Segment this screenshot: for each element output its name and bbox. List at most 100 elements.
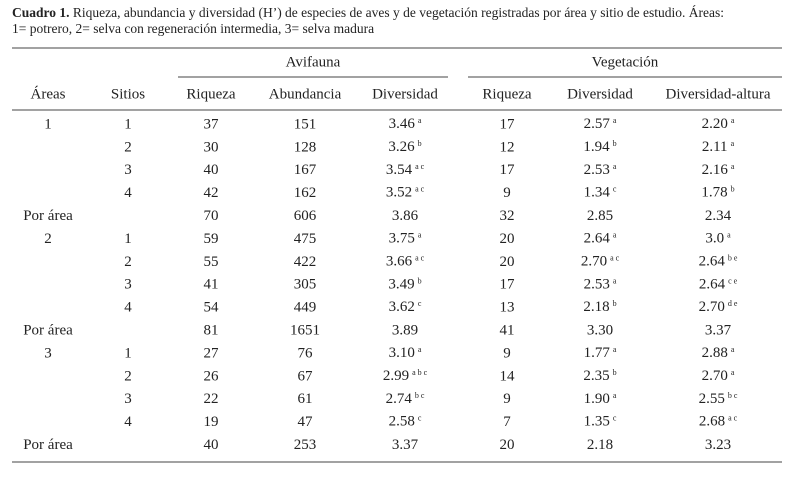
- cell: 55: [204, 254, 219, 270]
- cell-value: 3.49: [388, 277, 414, 293]
- cell-value: 2.55: [699, 391, 725, 407]
- cell-superscript: a c: [415, 253, 425, 262]
- cell: 2.64 a: [584, 230, 617, 247]
- cell-superscript: a: [613, 116, 617, 125]
- cell-value: 3.26: [388, 139, 415, 155]
- cell-value: 1.34: [584, 185, 611, 201]
- cell: 7: [503, 414, 511, 430]
- cell: 3.75 a: [389, 230, 422, 247]
- cell: 2.55 b c: [699, 391, 738, 408]
- column-header: Sitios: [111, 86, 145, 102]
- cell-value: 2.99: [383, 368, 409, 384]
- caption-text: Riqueza, abundancia y diversidad (H’) de…: [73, 5, 724, 20]
- cell: 13: [500, 300, 515, 316]
- cell-value: 3.0: [705, 231, 724, 247]
- cell-value: 2.18: [583, 300, 609, 316]
- cell-superscript: a: [613, 345, 617, 354]
- cell: 2.85: [587, 208, 613, 224]
- cell: 1: [124, 345, 132, 361]
- cell: 2.64 c e: [699, 276, 738, 293]
- cell: 32: [500, 208, 515, 224]
- cell-value: 2.11: [702, 139, 728, 155]
- cell: 2.58 c: [389, 414, 422, 431]
- cell: 4: [124, 300, 132, 316]
- cell: 20: [500, 437, 515, 453]
- cell: 41: [204, 277, 219, 293]
- cell-value: 1.77: [584, 345, 611, 361]
- caption-line: Cuadro 1. Riqueza, abundancia y diversid…: [12, 5, 724, 20]
- cell: 1.78 b: [701, 185, 734, 202]
- cell-value: 2.53: [584, 162, 610, 178]
- cell: 1.90 a: [584, 391, 617, 408]
- cell-superscript: c e: [728, 276, 738, 285]
- cell-value: 1.94: [583, 139, 610, 155]
- cell: 2.74 b c: [386, 391, 425, 408]
- cell-superscript: a c: [415, 162, 425, 171]
- cell: 2.88 a: [702, 345, 735, 362]
- cell: 2.70 d e: [699, 299, 738, 316]
- cell: 3.86: [392, 208, 419, 224]
- cell-value: 3.52: [386, 185, 412, 201]
- cell: 37: [204, 116, 220, 132]
- cell: 3.66 a c: [386, 253, 425, 270]
- cell-superscript: c: [613, 185, 617, 194]
- cell-value: 3.54: [386, 162, 413, 178]
- cell-superscript: b e: [728, 253, 738, 262]
- cell: 3: [44, 345, 52, 361]
- cell: 17: [500, 162, 516, 178]
- caption-text: 1= potrero, 2= selva con regeneración in…: [12, 21, 374, 36]
- cell: 81: [204, 323, 219, 339]
- cell: 4: [124, 185, 132, 201]
- cell: 3: [124, 391, 132, 407]
- cell: 20: [500, 231, 515, 247]
- cell-superscript: b: [418, 276, 422, 285]
- cell-value: 3.75: [389, 231, 415, 247]
- cell: 2.20 a: [702, 116, 735, 133]
- cell-superscript: a: [731, 368, 735, 377]
- cell: 47: [298, 414, 314, 430]
- cell: Por área: [23, 437, 73, 453]
- column-header: Diversidad-altura: [666, 86, 771, 102]
- cell: 2.18: [587, 437, 613, 453]
- cell: 9: [503, 345, 511, 361]
- cell-value: 3.10: [389, 345, 415, 361]
- cell-value: 2.58: [389, 414, 415, 430]
- cell-superscript: b: [613, 368, 617, 377]
- cell-superscript: c: [418, 414, 422, 423]
- cell: 3.26 b: [388, 139, 421, 156]
- cell: 162: [294, 185, 317, 201]
- cell-value: 2.64: [699, 277, 726, 293]
- column-header: Riqueza: [482, 86, 531, 102]
- cell-value: 1.78: [701, 185, 727, 201]
- column-header: Abundancia: [269, 86, 342, 102]
- cell: 76: [298, 345, 314, 361]
- cell: 1.34 c: [584, 185, 617, 202]
- cell: 3.37: [705, 323, 732, 339]
- cell: 40: [204, 162, 219, 178]
- cell-superscript: d e: [728, 299, 738, 308]
- cell-value: 2.70: [581, 254, 607, 270]
- cell: 2.11 a: [702, 139, 735, 156]
- cell: 3.62 c: [389, 299, 422, 316]
- cell: 42: [204, 185, 219, 201]
- cell: 475: [294, 231, 317, 247]
- cell: 3.0 a: [705, 230, 731, 247]
- cell: 3.37: [392, 437, 419, 453]
- cell: 167: [294, 162, 317, 178]
- column-header: Diversidad: [567, 86, 633, 102]
- cell: 422: [294, 254, 317, 270]
- cell: 3.49 b: [388, 276, 421, 293]
- cell: 1: [124, 116, 132, 132]
- cell: 17: [500, 116, 516, 132]
- cell-value: 2.53: [584, 277, 610, 293]
- cell: 3.46 a: [389, 116, 422, 133]
- cell: 14: [500, 368, 516, 384]
- cell: 4: [124, 414, 132, 430]
- cell: 1.77 a: [584, 345, 617, 362]
- cell-value: 2.35: [583, 368, 609, 384]
- cell-superscript: b: [731, 185, 735, 194]
- column-header: Diversidad: [372, 86, 438, 102]
- cell-value: 2.88: [702, 345, 728, 361]
- group-header: Vegetación: [592, 54, 659, 70]
- cell: 128: [294, 139, 317, 155]
